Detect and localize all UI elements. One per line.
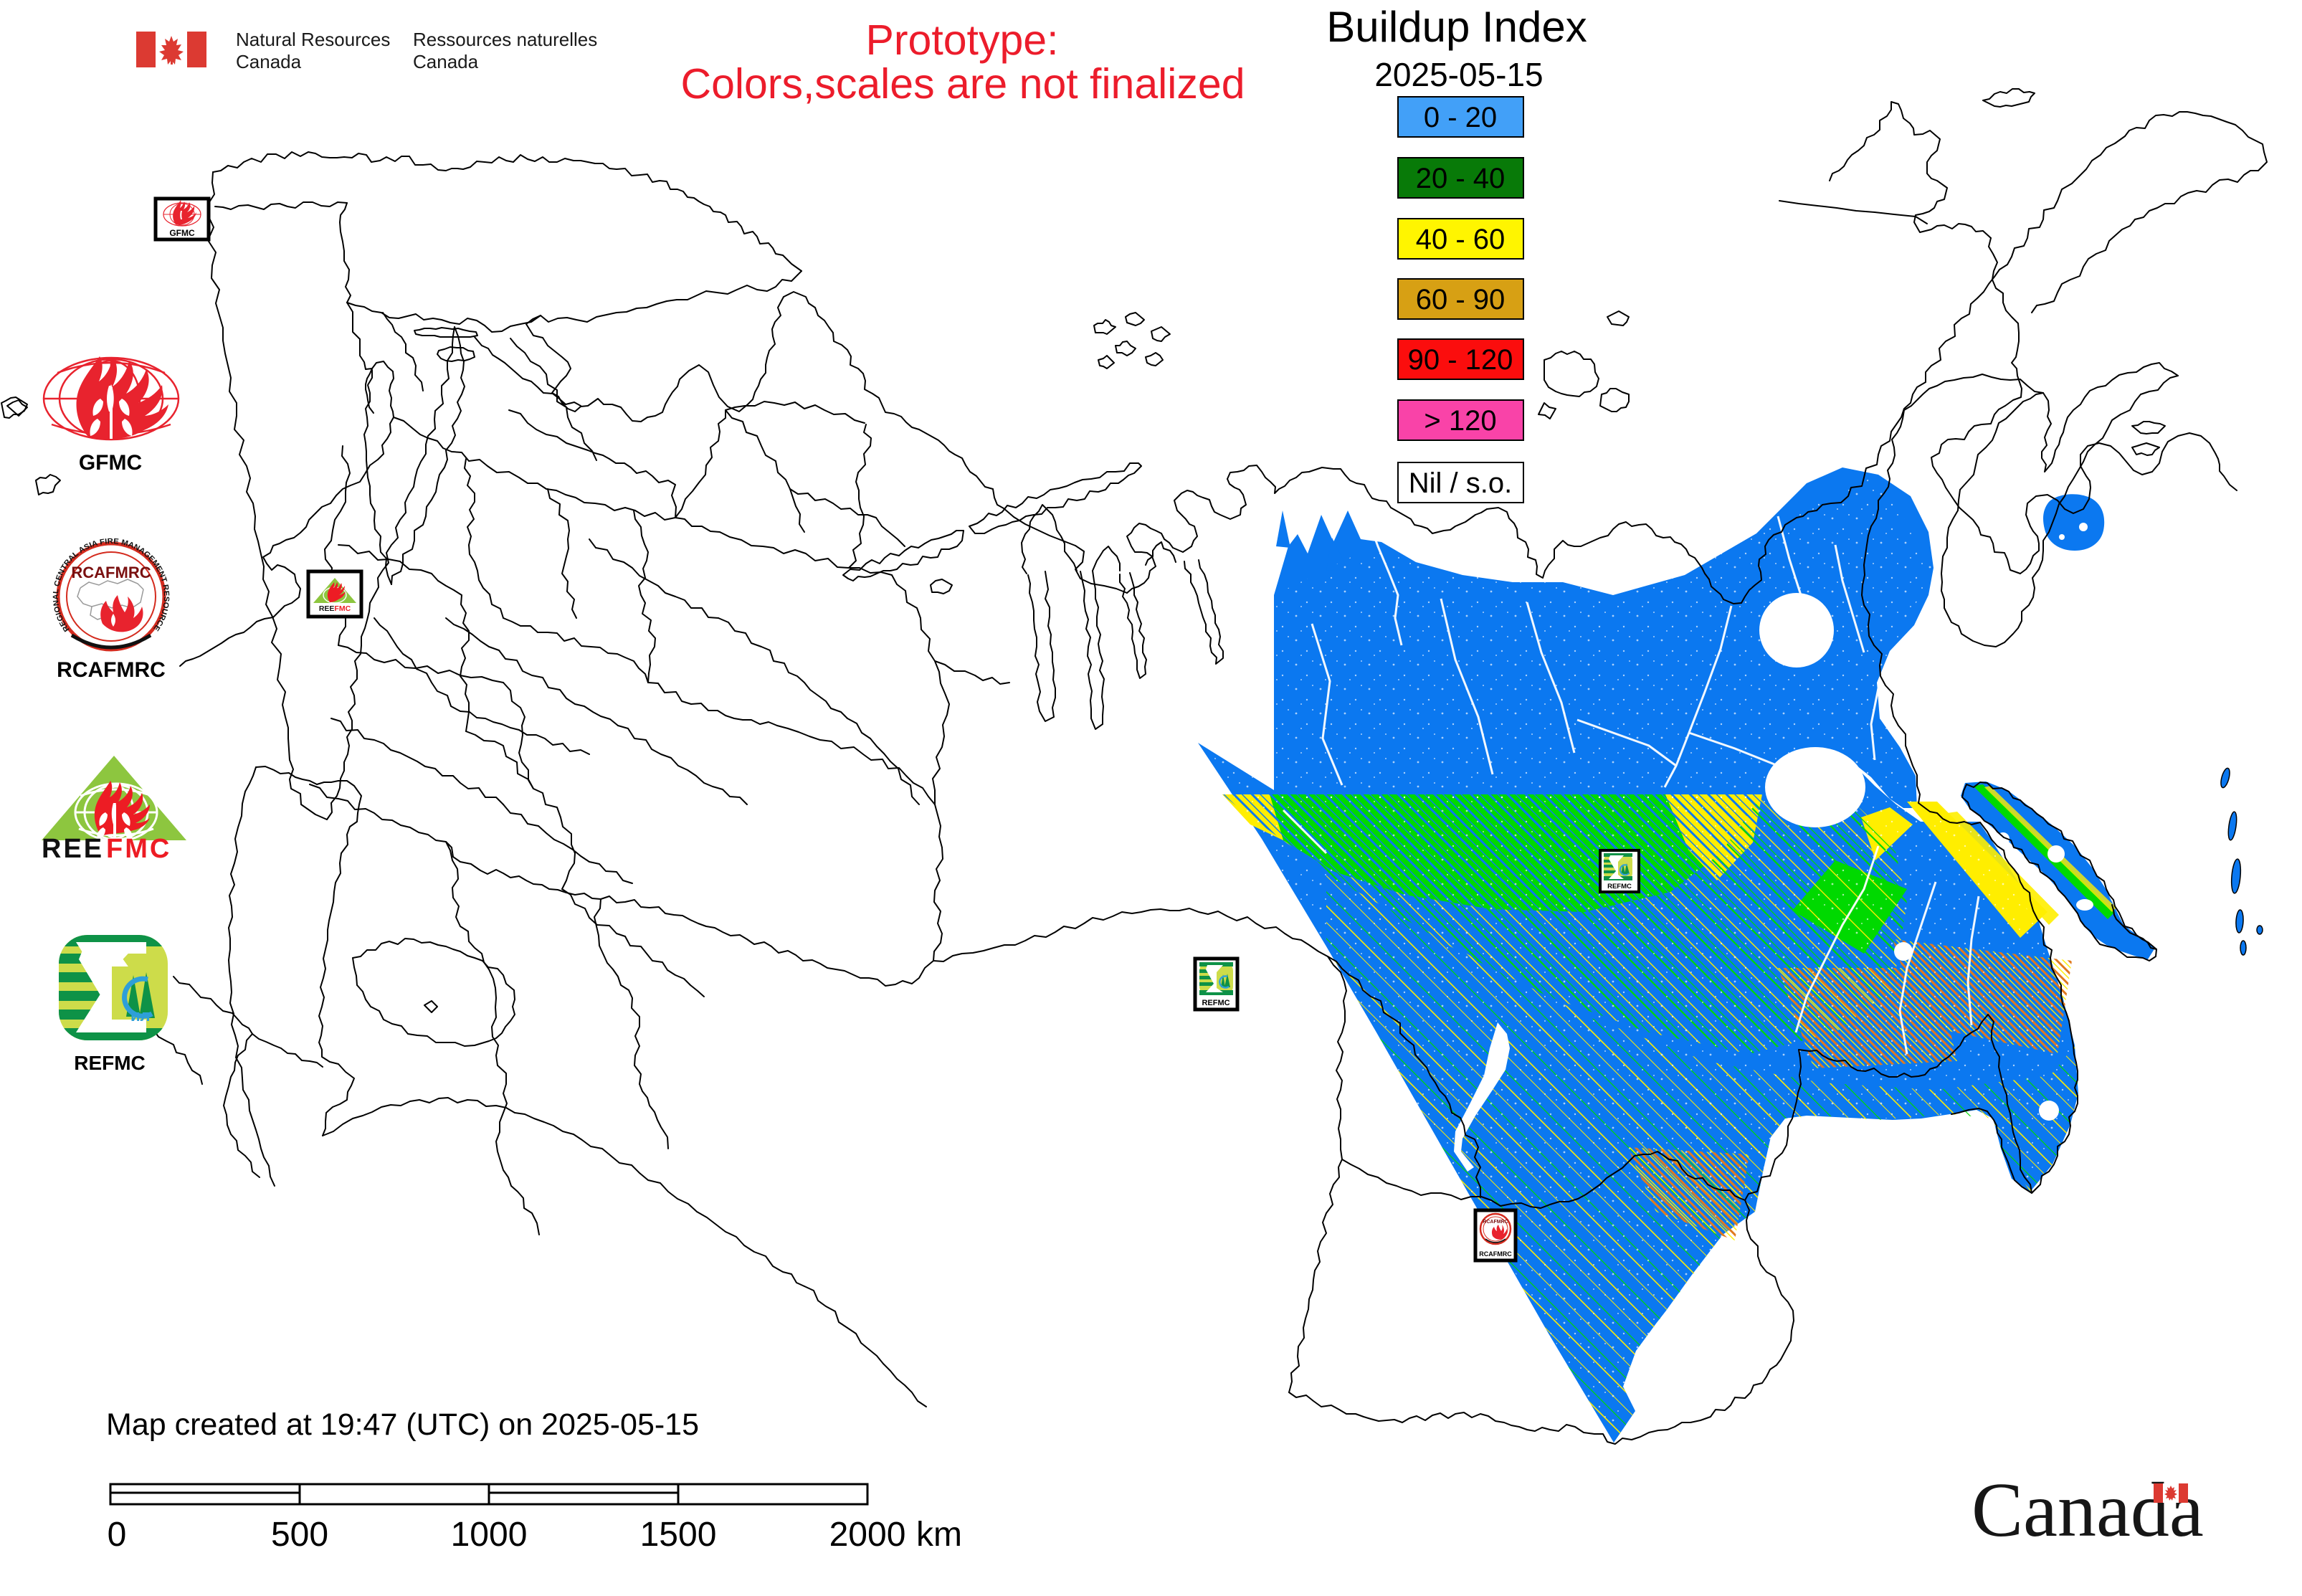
svg-text:40 - 60: 40 - 60	[1416, 224, 1506, 255]
svg-text:REFMC: REFMC	[1202, 999, 1230, 1007]
svg-text:> 120: > 120	[1424, 405, 1496, 437]
svg-text:Prototype:: Prototype:	[866, 16, 1059, 64]
svg-text:RCAFMRC: RCAFMRC	[71, 564, 151, 581]
svg-text:GFMC: GFMC	[79, 451, 142, 475]
svg-text:Ressources naturelles: Ressources naturelles	[413, 29, 597, 50]
svg-text:Colors,scales are not finalize: Colors,scales are not finalized	[680, 60, 1245, 108]
svg-text:Nil / s.o.: Nil / s.o.	[1409, 467, 1512, 499]
svg-text:GFMC: GFMC	[169, 228, 195, 238]
svg-text:REEFMC: REEFMC	[319, 604, 351, 613]
svg-text:500: 500	[271, 1516, 328, 1554]
svg-text:60 - 90: 60 - 90	[1416, 284, 1506, 315]
svg-text:0: 0	[108, 1516, 127, 1554]
svg-text:RCAFMRC: RCAFMRC	[1483, 1220, 1508, 1225]
svg-text:Buildup Index: Buildup Index	[1326, 3, 1587, 51]
svg-text:Canada: Canada	[1972, 1468, 2204, 1553]
svg-text:0 - 20: 0 - 20	[1424, 102, 1497, 133]
svg-text:Canada: Canada	[413, 51, 479, 72]
svg-text:REE: REE	[42, 834, 104, 864]
svg-text:REFMC: REFMC	[1607, 883, 1632, 890]
svg-text:20 - 40: 20 - 40	[1416, 163, 1506, 194]
svg-text:REFMC: REFMC	[74, 1052, 146, 1074]
svg-text:Canada: Canada	[236, 51, 302, 72]
svg-text:FMC: FMC	[106, 834, 171, 864]
svg-text:2025-05-15: 2025-05-15	[1374, 56, 1543, 93]
svg-text:1500: 1500	[640, 1516, 717, 1554]
svg-text:RCAFMRC: RCAFMRC	[1479, 1250, 1512, 1258]
svg-text:RCAFMRC: RCAFMRC	[57, 658, 166, 682]
svg-text:ил: ил	[130, 1007, 151, 1025]
svg-text:Natural Resources: Natural Resources	[236, 29, 390, 50]
svg-text:Map created at 19:47 (UTC) on: Map created at 19:47 (UTC) on 2025-05-15	[106, 1407, 699, 1442]
svg-text:90 - 120: 90 - 120	[1408, 344, 1513, 376]
svg-text:2000: 2000	[829, 1516, 906, 1554]
svg-text:km: km	[916, 1516, 962, 1554]
svg-text:1000: 1000	[451, 1516, 528, 1554]
